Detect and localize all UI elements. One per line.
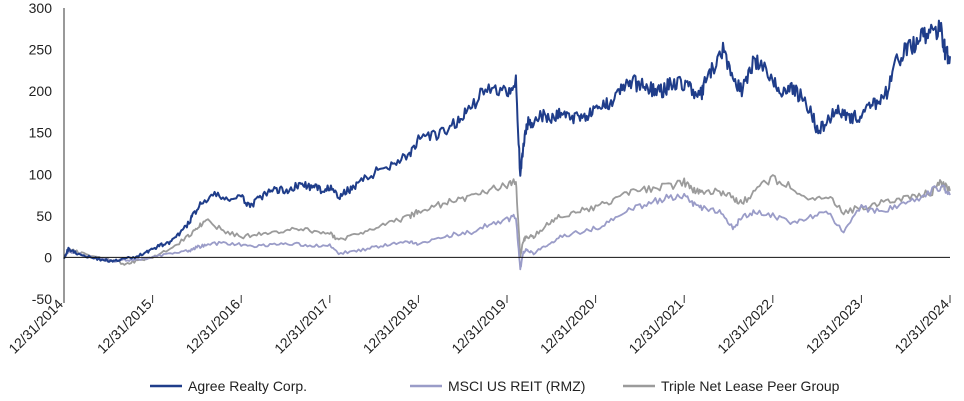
- x-tick-label: 12/31/2015: [94, 296, 155, 357]
- x-tick-label: 12/31/2021: [625, 296, 686, 357]
- y-tick-label: 300: [29, 0, 53, 16]
- y-tick-label: 100: [29, 166, 53, 182]
- y-axis: 300 250 200 150 100 50 0 -50: [29, 0, 65, 307]
- x-tick-label: 12/31/2016: [182, 296, 243, 357]
- y-tick-label: 200: [29, 83, 53, 99]
- legend-label-0: Agree Realty Corp.: [188, 378, 307, 394]
- x-axis: 12/31/2014 12/31/2015 12/31/2016 12/31/2017…: [5, 256, 952, 357]
- x-tick-label: 12/31/2019: [448, 296, 509, 357]
- y-tick-label: -50: [32, 291, 52, 307]
- x-tick-label: 12/31/2022: [714, 296, 775, 357]
- y-tick-label: 250: [29, 42, 53, 58]
- series-line-2: [63, 174, 951, 266]
- legend-label-1: MSCI US REIT (RMZ): [448, 378, 585, 394]
- series-line-1: [63, 184, 951, 271]
- x-tick-label: 12/31/2024: [891, 296, 952, 357]
- y-tick-label: 150: [29, 125, 53, 141]
- x-tick-label: 12/31/2020: [537, 296, 598, 357]
- x-tick-label: 12/31/2018: [360, 296, 421, 357]
- x-tick-label: 12/31/2023: [803, 296, 864, 357]
- x-tick-label: 12/31/2017: [271, 296, 332, 357]
- y-tick-label: 0: [44, 249, 52, 265]
- legend: Agree Realty Corp. MSCI US REIT (RMZ) Trip…: [150, 378, 840, 394]
- plot-area: [63, 19, 951, 271]
- series-line-0: [63, 19, 951, 263]
- legend-label-2: Triple Net Lease Peer Group: [661, 378, 840, 394]
- y-tick-label: 50: [36, 208, 52, 224]
